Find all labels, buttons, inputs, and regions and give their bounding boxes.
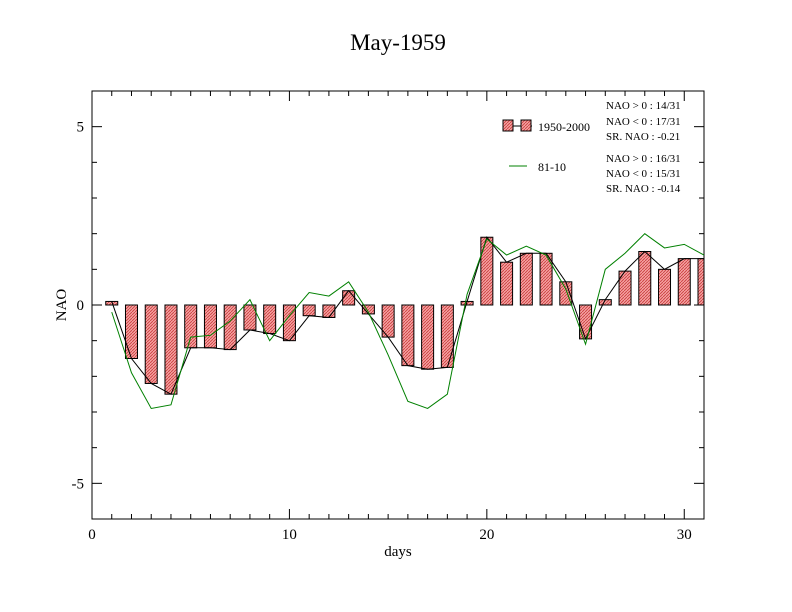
x-tick-label: 10 [282, 527, 297, 543]
legend: 1950-2000 81-10 [502, 119, 590, 174]
bar-day-17 [421, 304, 435, 370]
stats-1950-2000-positive: NAO > 0 : 14/31 [606, 100, 681, 112]
y-tick-label: -5 [72, 476, 85, 492]
x-tick-label: 30 [677, 527, 692, 543]
bar-day-28 [638, 251, 652, 306]
stats-block: NAO > 0 : 14/31 NAO < 0 : 17/31 SR. NAO … [606, 100, 681, 195]
bar-day-4 [164, 304, 178, 395]
bar-day-7 [223, 304, 237, 351]
y-tick-label: 0 [77, 298, 85, 314]
stats-81-10-positive: NAO > 0 : 16/31 [606, 153, 681, 165]
x-tick-label: 20 [479, 527, 494, 543]
bar-day-27 [618, 270, 632, 306]
legend-label-81-10: 81-10 [538, 160, 566, 174]
stats-81-10-negative: NAO < 0 : 15/31 [606, 168, 681, 180]
legend-bar-swatch [502, 119, 532, 132]
chart-title: May-1959 [350, 30, 446, 55]
x-tick-label: 0 [88, 527, 96, 543]
y-tick-label: 5 [77, 120, 85, 136]
x-axis: 0 10 20 30 [88, 91, 705, 543]
bar-series-connector-line [111, 236, 704, 395]
bar-day-13 [342, 290, 356, 306]
bar-day-29 [658, 268, 672, 306]
bar-day-3 [144, 304, 158, 384]
bar-day-21 [500, 261, 514, 306]
bar-day-20 [480, 236, 494, 306]
bar-day-23 [539, 252, 553, 306]
bar-day-16 [401, 304, 415, 367]
bar-day-30 [677, 258, 691, 306]
bar-day-6 [203, 304, 217, 349]
bar-day-31 [697, 258, 705, 306]
line-series-81-10 [111, 233, 705, 409]
bar-day-5 [184, 304, 198, 349]
y-axis-label: NAO [54, 289, 70, 322]
bar-connector-polyline [111, 236, 704, 395]
x-axis-label: days [384, 544, 412, 560]
bar-day-2 [124, 304, 138, 359]
line-81-10-polyline [111, 233, 705, 409]
stats-1950-2000-sr: SR. NAO : -0.21 [606, 131, 680, 143]
stats-1950-2000-negative: NAO < 0 : 17/31 [606, 116, 681, 128]
bar-day-11 [302, 304, 316, 317]
bar-series-1950-2000 [105, 236, 705, 395]
stats-81-10-sr: SR. NAO : -0.14 [606, 183, 681, 195]
bar-day-18 [440, 304, 454, 368]
bar-day-22 [519, 252, 533, 306]
bar-day-9 [263, 304, 277, 335]
legend-label-1950-2000: 1950-2000 [538, 120, 590, 134]
